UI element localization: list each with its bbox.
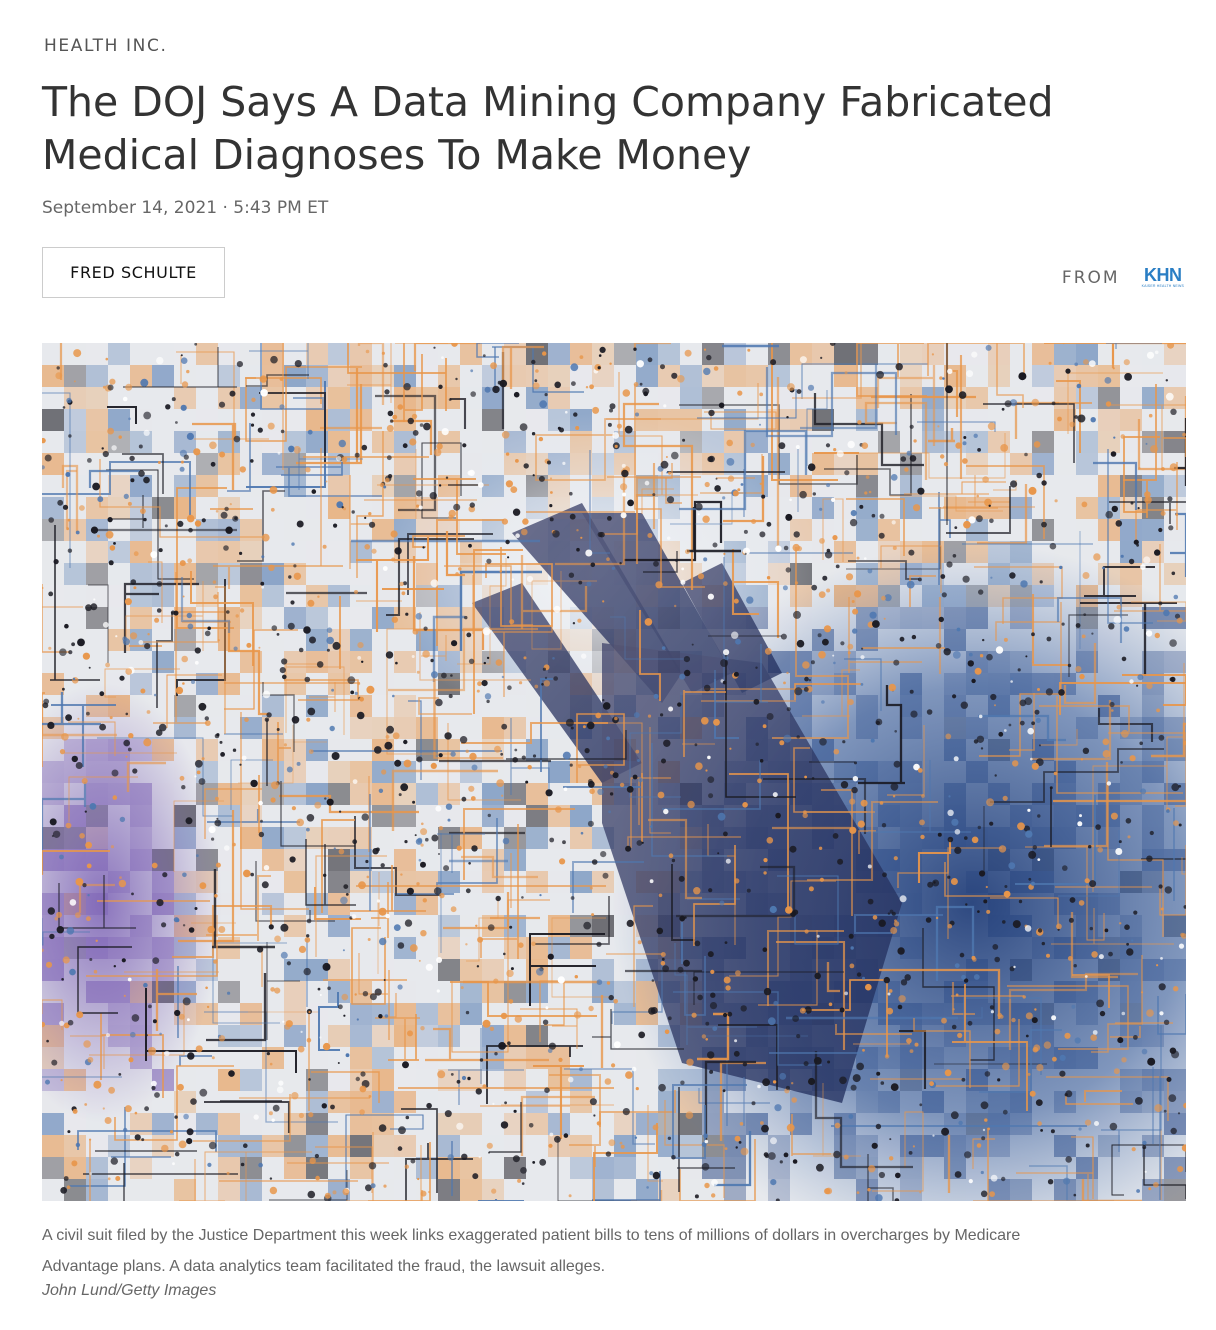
source-attribution: FROM KHN KAISER HEALTH NEWS	[1062, 266, 1184, 289]
photo-caption: A civil suit filed by the Justice Depart…	[42, 1227, 1021, 1275]
article-headline: The DOJ Says A Data Mining Company Fabri…	[42, 78, 1054, 179]
source-label: FROM	[1061, 267, 1120, 288]
author-byline-button[interactable]: FRED SCHULTE	[42, 247, 225, 298]
author-name: FRED SCHULTE	[70, 263, 197, 282]
khn-logo-link[interactable]: KHN KAISER HEALTH NEWS	[1142, 266, 1184, 289]
article-dateline: September 14, 2021 · 5:43 PM ET	[42, 198, 329, 218]
khn-logo-subtitle: KAISER HEALTH NEWS	[1141, 284, 1184, 288]
circuit-board-hand-photo	[42, 343, 1186, 1201]
lead-photo	[42, 343, 1186, 1201]
section-slug[interactable]: HEALTH INC.	[44, 36, 168, 56]
photo-credit: John Lund/Getty Images	[42, 1282, 217, 1299]
khn-logo-mark: KHN	[1144, 265, 1182, 285]
